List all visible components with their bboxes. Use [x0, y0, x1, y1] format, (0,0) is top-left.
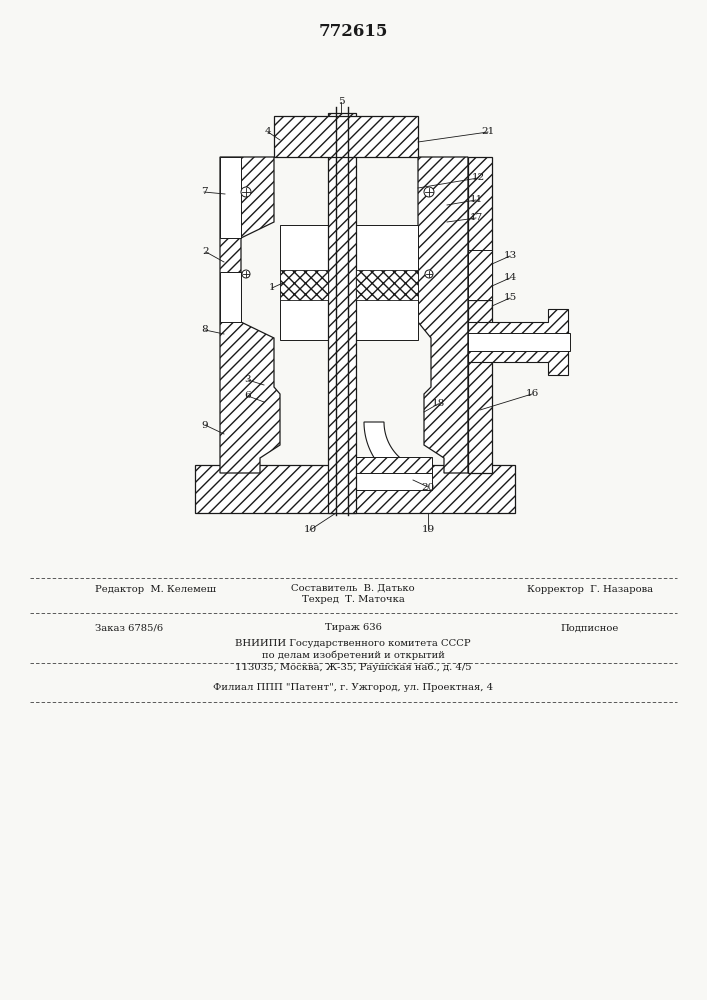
Text: Тираж 636: Тираж 636	[325, 624, 382, 633]
Text: 7: 7	[201, 188, 207, 196]
Polygon shape	[468, 250, 492, 300]
Circle shape	[241, 187, 251, 197]
Text: Заказ 6785/6: Заказ 6785/6	[95, 624, 163, 633]
Text: 1: 1	[269, 284, 275, 292]
Polygon shape	[468, 157, 492, 300]
Text: 9: 9	[201, 420, 209, 430]
Text: Редактор  М. Келемеш: Редактор М. Келемеш	[95, 585, 216, 594]
Polygon shape	[468, 300, 492, 473]
Text: 18: 18	[431, 399, 445, 408]
Text: 4: 4	[264, 127, 271, 136]
Text: ВНИИПИ Государственного комитета СССР: ВНИИПИ Государственного комитета СССР	[235, 639, 471, 648]
Circle shape	[242, 270, 250, 278]
Polygon shape	[356, 270, 418, 300]
Text: 17: 17	[469, 214, 483, 223]
Text: 2: 2	[203, 247, 209, 256]
Text: 10: 10	[303, 526, 317, 534]
Polygon shape	[356, 225, 418, 340]
Text: 3: 3	[245, 375, 251, 384]
Text: 11: 11	[469, 196, 483, 205]
Text: 21: 21	[481, 127, 495, 136]
Polygon shape	[195, 465, 515, 513]
Text: 8: 8	[201, 326, 209, 334]
Text: Подписное: Подписное	[561, 624, 619, 633]
Text: по делам изобретений и открытий: по делам изобретений и открытий	[262, 650, 445, 660]
Text: 14: 14	[503, 273, 517, 282]
Bar	[468, 333, 570, 351]
Polygon shape	[364, 422, 432, 490]
Text: 772615: 772615	[318, 23, 387, 40]
Polygon shape	[280, 225, 328, 340]
Bar	[220, 272, 241, 322]
Text: 12: 12	[472, 174, 484, 182]
Text: Филиал ППП "Патент", г. Ужгород, ул. Проектная, 4: Филиал ППП "Патент", г. Ужгород, ул. Про…	[213, 684, 493, 692]
Polygon shape	[274, 116, 418, 157]
Circle shape	[424, 187, 434, 197]
Text: 16: 16	[525, 389, 539, 398]
Text: 113035, Москва, Ж-35, Раушская наб., д. 4/5: 113035, Москва, Ж-35, Раушская наб., д. …	[235, 662, 472, 672]
Text: 5: 5	[338, 98, 344, 106]
Text: Техред  Т. Маточка: Техред Т. Маточка	[302, 595, 404, 604]
Polygon shape	[328, 113, 356, 513]
Text: 6: 6	[245, 391, 251, 400]
Text: 19: 19	[421, 526, 435, 534]
Polygon shape	[356, 470, 432, 490]
Text: Составитель  В. Датько: Составитель В. Датько	[291, 584, 415, 592]
Polygon shape	[356, 457, 432, 473]
Polygon shape	[220, 157, 280, 473]
Circle shape	[425, 270, 433, 278]
Text: 20: 20	[421, 483, 435, 491]
Polygon shape	[468, 309, 568, 375]
Polygon shape	[418, 157, 468, 473]
Text: Корректор  Г. Назарова: Корректор Г. Назарова	[527, 585, 653, 594]
Text: 15: 15	[503, 294, 517, 302]
Text: 13: 13	[503, 251, 517, 260]
Bar	[220, 157, 241, 238]
Polygon shape	[280, 270, 328, 300]
